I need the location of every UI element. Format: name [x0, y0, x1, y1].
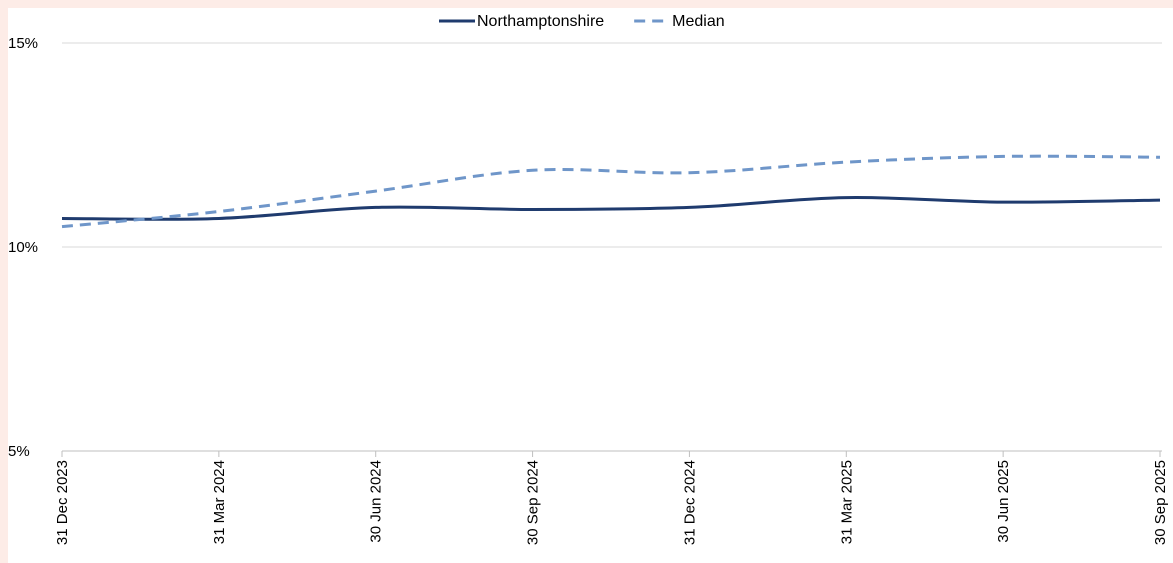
y-tick-label: 15% — [8, 35, 38, 52]
x-tick-label: 30 Jun 2024 — [368, 460, 385, 543]
x-tick-label: 30 Sep 2025 — [1152, 460, 1169, 545]
x-axis-ticks: 31 Dec 2023 31 Mar 2024 30 Jun 2024 30 Sep … — [54, 451, 1169, 545]
chart-panel: 5% 10% 15% 31 Dec 2023 31 Mar 2024 30 Jun 20… — [8, 8, 1173, 563]
y-tick-label: 5% — [8, 443, 30, 460]
line-chart: 5% 10% 15% 31 Dec 2023 31 Mar 2024 30 Jun 20… — [8, 13, 1169, 545]
legend-label: Median — [672, 13, 724, 30]
series-line-median — [61, 154, 1161, 229]
x-tick-label: 31 Mar 2024 — [211, 460, 228, 544]
series-lines — [61, 154, 1161, 229]
x-tick-label: 31 Mar 2025 — [838, 460, 855, 544]
x-tick-label: 31 Dec 2024 — [681, 460, 698, 545]
x-tick-label: 30 Sep 2024 — [525, 460, 542, 545]
series-line-northamptonshire — [61, 196, 1161, 221]
legend: Northamptonshire Median — [439, 13, 725, 30]
gridlines — [62, 42, 1162, 248]
x-tick-label: 30 Jun 2025 — [995, 460, 1012, 543]
x-tick-label: 31 Dec 2023 — [54, 460, 71, 545]
y-axis-ticks: 5% 10% 15% — [8, 35, 38, 460]
y-tick-label: 10% — [8, 239, 38, 256]
legend-label: Northamptonshire — [477, 13, 604, 30]
